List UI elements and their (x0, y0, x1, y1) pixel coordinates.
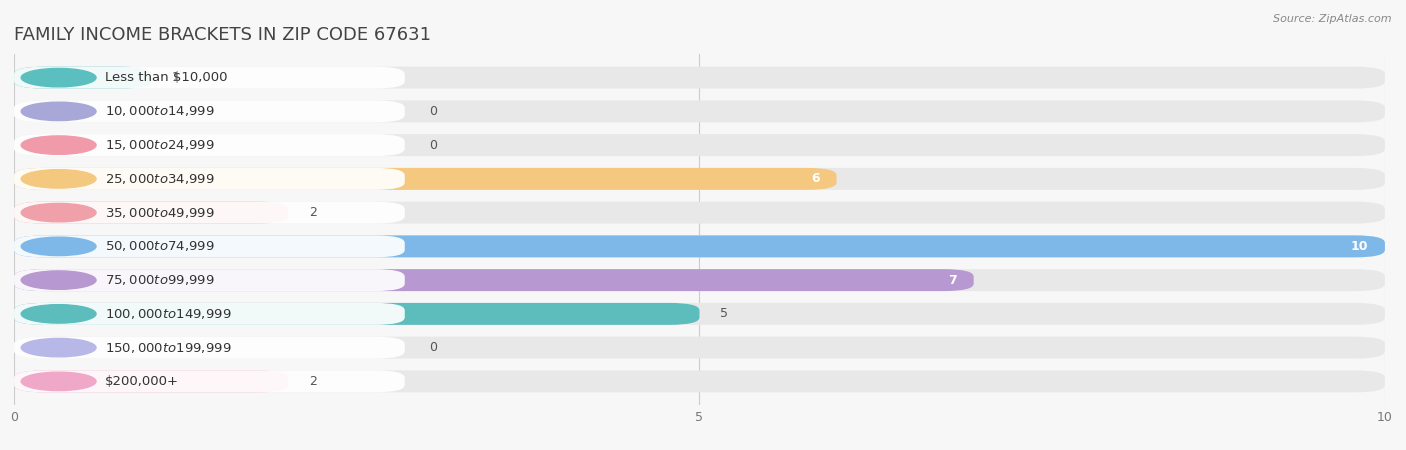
Text: Source: ZipAtlas.com: Source: ZipAtlas.com (1274, 14, 1392, 23)
Circle shape (21, 305, 96, 323)
Text: 6: 6 (811, 172, 820, 185)
FancyBboxPatch shape (14, 337, 405, 359)
Text: 0: 0 (429, 139, 437, 152)
FancyBboxPatch shape (14, 202, 288, 224)
FancyBboxPatch shape (14, 370, 1385, 392)
FancyBboxPatch shape (14, 134, 1385, 156)
Text: 0: 0 (429, 341, 437, 354)
Text: $10,000 to $14,999: $10,000 to $14,999 (105, 104, 215, 118)
FancyBboxPatch shape (14, 303, 1385, 325)
Circle shape (21, 237, 96, 256)
Circle shape (21, 338, 96, 357)
FancyBboxPatch shape (14, 370, 288, 392)
Circle shape (21, 372, 96, 391)
FancyBboxPatch shape (14, 168, 405, 190)
FancyBboxPatch shape (14, 235, 1385, 257)
Circle shape (21, 136, 96, 154)
FancyBboxPatch shape (14, 337, 1385, 359)
Text: 1: 1 (172, 71, 180, 84)
Text: 2: 2 (309, 375, 316, 388)
Circle shape (21, 170, 96, 188)
Text: 0: 0 (429, 105, 437, 118)
Text: $150,000 to $199,999: $150,000 to $199,999 (105, 341, 232, 355)
FancyBboxPatch shape (14, 67, 152, 89)
FancyBboxPatch shape (14, 235, 1385, 257)
Text: FAMILY INCOME BRACKETS IN ZIP CODE 67631: FAMILY INCOME BRACKETS IN ZIP CODE 67631 (14, 26, 432, 44)
FancyBboxPatch shape (14, 202, 1385, 224)
FancyBboxPatch shape (14, 168, 1385, 190)
FancyBboxPatch shape (14, 235, 405, 257)
FancyBboxPatch shape (14, 269, 1385, 291)
FancyBboxPatch shape (14, 269, 973, 291)
Text: 10: 10 (1351, 240, 1368, 253)
Text: Less than $10,000: Less than $10,000 (105, 71, 228, 84)
Text: $75,000 to $99,999: $75,000 to $99,999 (105, 273, 215, 287)
Text: $25,000 to $34,999: $25,000 to $34,999 (105, 172, 215, 186)
Text: 5: 5 (720, 307, 728, 320)
Text: 7: 7 (949, 274, 957, 287)
FancyBboxPatch shape (14, 303, 700, 325)
Text: $200,000+: $200,000+ (105, 375, 179, 388)
Text: $50,000 to $74,999: $50,000 to $74,999 (105, 239, 215, 253)
FancyBboxPatch shape (14, 134, 405, 156)
Text: $35,000 to $49,999: $35,000 to $49,999 (105, 206, 215, 220)
Circle shape (21, 102, 96, 121)
Text: $15,000 to $24,999: $15,000 to $24,999 (105, 138, 215, 152)
FancyBboxPatch shape (14, 168, 837, 190)
FancyBboxPatch shape (14, 100, 1385, 122)
FancyBboxPatch shape (14, 269, 405, 291)
FancyBboxPatch shape (14, 303, 405, 325)
FancyBboxPatch shape (14, 202, 405, 224)
Text: 2: 2 (309, 206, 316, 219)
FancyBboxPatch shape (14, 67, 1385, 89)
Circle shape (21, 203, 96, 222)
FancyBboxPatch shape (14, 67, 405, 89)
Circle shape (21, 271, 96, 289)
Circle shape (21, 68, 96, 87)
Text: $100,000 to $149,999: $100,000 to $149,999 (105, 307, 232, 321)
FancyBboxPatch shape (14, 370, 405, 392)
FancyBboxPatch shape (14, 100, 405, 122)
